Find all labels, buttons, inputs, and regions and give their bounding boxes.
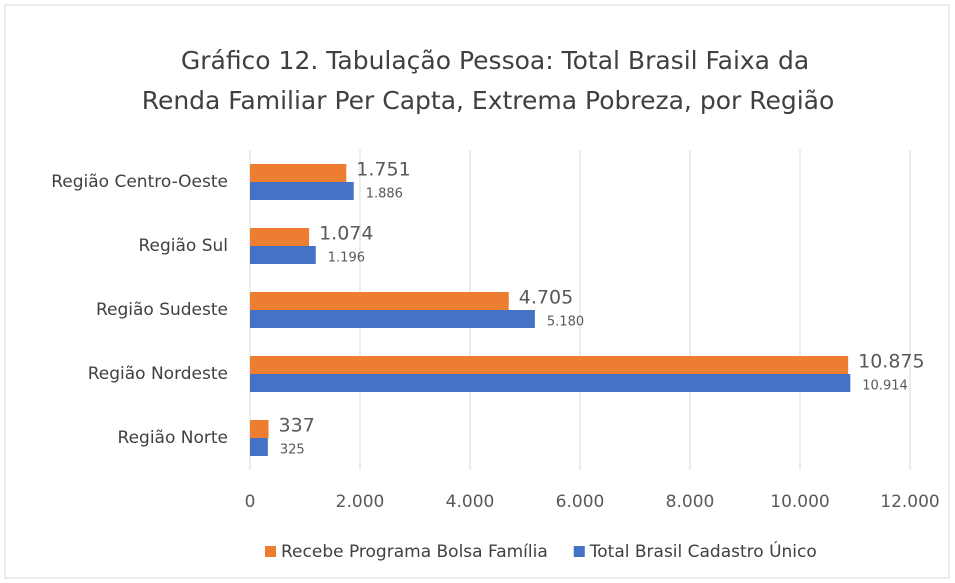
y-tick-label: Região Centro-Oeste [51, 172, 228, 192]
chart-frame [4, 4, 950, 579]
x-tick-label: 10.000 [770, 492, 829, 512]
legend-label: Total Brasil Cadastro Único [589, 540, 817, 562]
bar [250, 292, 509, 310]
legend-swatch [573, 546, 585, 557]
legend-swatch [265, 546, 276, 557]
y-tick-label: Região Sudeste [96, 300, 228, 320]
bar [250, 374, 851, 392]
data-label: 1.196 [328, 251, 365, 266]
bar [250, 246, 316, 264]
y-tick-label: Região Norte [118, 428, 228, 448]
data-label: 4.705 [519, 287, 573, 309]
bar [250, 182, 354, 200]
y-tick-label: Região Sul [138, 236, 228, 256]
bar [250, 228, 310, 246]
data-label: 1.886 [366, 187, 403, 202]
x-tick-label: 6.000 [556, 492, 605, 512]
data-label: 325 [280, 443, 305, 458]
x-tick-label: 2.000 [336, 492, 385, 512]
chart-title: Renda Familiar Per Capta, Extrema Pobrez… [142, 86, 835, 115]
bar [250, 310, 535, 328]
bar [250, 438, 268, 456]
data-label: 10.914 [862, 379, 908, 394]
chart-title: Gráfico 12. Tabulação Pessoa: Total Bras… [181, 46, 809, 75]
bar [250, 164, 347, 182]
x-tick-label: 4.000 [446, 492, 495, 512]
y-tick-label: Região Nordeste [88, 364, 228, 384]
data-label: 337 [279, 415, 315, 437]
data-label: 1.074 [319, 223, 373, 245]
x-tick-label: 8.000 [666, 492, 715, 512]
data-label: 10.875 [858, 351, 924, 373]
x-tick-label: 0 [245, 492, 256, 512]
bar [250, 356, 849, 374]
bar [250, 420, 269, 438]
data-label: 1.751 [356, 159, 410, 181]
data-label: 5.180 [547, 315, 584, 330]
legend-label: Recebe Programa Bolsa Família [281, 542, 548, 562]
x-tick-label: 12.000 [880, 492, 939, 512]
